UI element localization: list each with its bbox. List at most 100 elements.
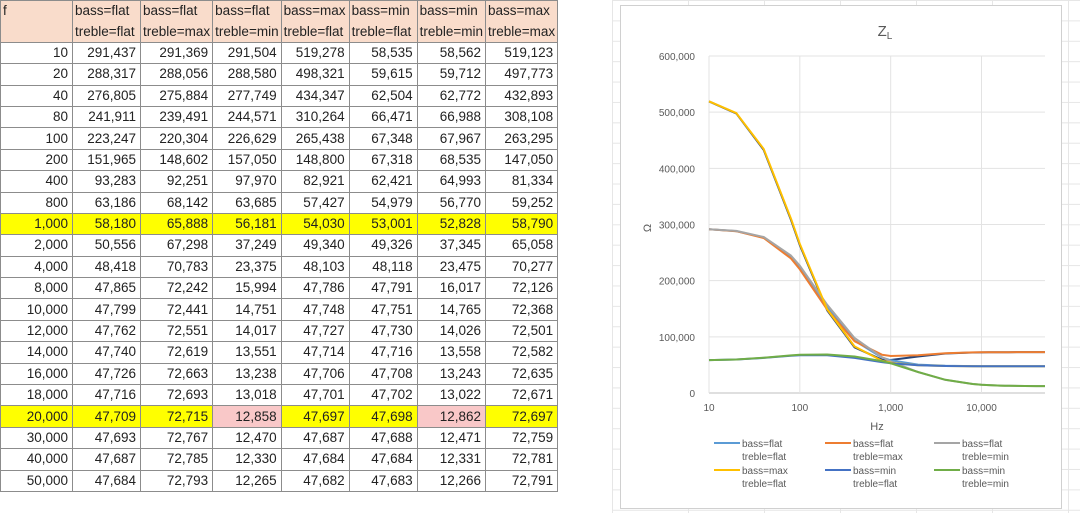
- value-cell[interactable]: 275,884: [139, 84, 214, 107]
- value-cell[interactable]: 47,684: [280, 448, 350, 471]
- frequency-cell[interactable]: 200: [0, 148, 73, 172]
- value-cell[interactable]: 308,108: [485, 105, 559, 129]
- value-cell[interactable]: 13,558: [416, 341, 487, 364]
- value-cell[interactable]: 47,751: [348, 298, 418, 321]
- value-cell[interactable]: 72,767: [139, 426, 214, 450]
- value-cell[interactable]: 157,050: [212, 148, 282, 172]
- value-cell[interactable]: 226,629: [212, 127, 282, 150]
- value-cell[interactable]: 47,693: [72, 426, 141, 450]
- value-cell[interactable]: 239,491: [139, 105, 214, 129]
- value-cell[interactable]: 62,772: [416, 84, 487, 107]
- value-cell[interactable]: 47,682: [280, 469, 350, 492]
- value-cell[interactable]: 58,562: [416, 41, 487, 65]
- value-cell[interactable]: 263,295: [485, 127, 559, 150]
- value-cell[interactable]: 47,727: [280, 319, 350, 343]
- value-cell[interactable]: 23,375: [212, 255, 282, 279]
- value-cell[interactable]: 288,317: [72, 63, 141, 86]
- value-cell[interactable]: 72,582: [485, 341, 559, 364]
- header-treble-cell[interactable]: treble=max: [139, 21, 214, 43]
- value-cell[interactable]: 47,714: [280, 341, 350, 364]
- frequency-cell[interactable]: 14,000: [0, 341, 73, 364]
- value-cell[interactable]: 220,304: [139, 127, 214, 150]
- value-cell[interactable]: 147,050: [485, 148, 559, 172]
- value-cell[interactable]: 72,619: [139, 341, 214, 364]
- value-cell[interactable]: 47,716: [348, 341, 418, 364]
- header-bass-cell[interactable]: bass=min: [348, 0, 418, 22]
- value-cell[interactable]: 12,470: [212, 426, 282, 450]
- value-cell[interactable]: 49,326: [348, 234, 418, 257]
- value-cell[interactable]: 47,688: [348, 426, 418, 450]
- header-bass-cell[interactable]: bass=max: [280, 0, 350, 22]
- frequency-cell[interactable]: 16,000: [0, 362, 73, 386]
- value-cell[interactable]: 67,348: [348, 127, 418, 150]
- value-cell[interactable]: 62,421: [348, 170, 418, 193]
- value-cell[interactable]: 47,799: [72, 298, 141, 321]
- header-bass-cell[interactable]: bass=flat: [72, 0, 141, 22]
- value-cell[interactable]: 13,022: [416, 384, 487, 407]
- frequency-cell[interactable]: 10,000: [0, 298, 73, 321]
- value-cell[interactable]: 72,715: [139, 405, 214, 428]
- value-cell[interactable]: 65,058: [485, 234, 559, 257]
- value-cell[interactable]: 59,252: [485, 191, 559, 214]
- header-bass-cell[interactable]: bass=max: [485, 0, 559, 22]
- header-treble-cell[interactable]: treble=max: [485, 21, 559, 43]
- value-cell[interactable]: 72,793: [139, 469, 214, 492]
- value-cell[interactable]: 47,698: [348, 405, 418, 428]
- value-cell[interactable]: 81,334: [485, 170, 559, 193]
- frequency-cell[interactable]: 20,000: [0, 405, 73, 428]
- frequency-cell[interactable]: 2,000: [0, 234, 73, 257]
- value-cell[interactable]: 65,888: [139, 212, 214, 236]
- value-cell[interactable]: 12,266: [416, 469, 487, 492]
- frequency-cell[interactable]: 80: [0, 105, 73, 129]
- value-cell[interactable]: 72,501: [485, 319, 559, 343]
- value-cell[interactable]: 47,762: [72, 319, 141, 343]
- value-cell[interactable]: 72,785: [139, 448, 214, 471]
- value-cell[interactable]: 72,693: [139, 384, 214, 407]
- frequency-cell[interactable]: 400: [0, 170, 73, 193]
- value-cell[interactable]: 12,858: [212, 405, 282, 428]
- value-cell[interactable]: 72,441: [139, 298, 214, 321]
- frequency-cell[interactable]: 12,000: [0, 319, 73, 343]
- value-cell[interactable]: 67,298: [139, 234, 214, 257]
- value-cell[interactable]: 37,345: [416, 234, 487, 257]
- value-cell[interactable]: 13,243: [416, 362, 487, 386]
- value-cell[interactable]: 66,988: [416, 105, 487, 129]
- chart-card[interactable]: 0 100,000 200,000 300,000 400,000 500,000 600,…: [620, 5, 1062, 509]
- value-cell[interactable]: 93,283: [72, 170, 141, 193]
- value-cell[interactable]: 47,748: [280, 298, 350, 321]
- value-cell[interactable]: 288,056: [139, 63, 214, 86]
- value-cell[interactable]: 58,535: [348, 41, 418, 65]
- header-treble-cell[interactable]: treble=min: [212, 21, 282, 43]
- value-cell[interactable]: 62,504: [348, 84, 418, 107]
- value-cell[interactable]: 12,331: [416, 448, 487, 471]
- value-cell[interactable]: 276,805: [72, 84, 141, 107]
- value-cell[interactable]: 63,685: [212, 191, 282, 214]
- value-cell[interactable]: 291,369: [139, 41, 214, 65]
- value-cell[interactable]: 23,475: [416, 255, 487, 279]
- value-cell[interactable]: 68,535: [416, 148, 487, 172]
- value-cell[interactable]: 67,318: [348, 148, 418, 172]
- value-cell[interactable]: 56,770: [416, 191, 487, 214]
- value-cell[interactable]: 12,330: [212, 448, 282, 471]
- value-cell[interactable]: 66,471: [348, 105, 418, 129]
- value-cell[interactable]: 13,018: [212, 384, 282, 407]
- value-cell[interactable]: 288,580: [212, 63, 282, 86]
- value-cell[interactable]: 47,687: [72, 448, 141, 471]
- value-cell[interactable]: 14,026: [416, 319, 487, 343]
- value-cell[interactable]: 53,001: [348, 212, 418, 236]
- value-cell[interactable]: 14,765: [416, 298, 487, 321]
- header-bass-cell[interactable]: bass=flat: [212, 0, 282, 22]
- value-cell[interactable]: 47,687: [280, 426, 350, 450]
- frequency-cell[interactable]: 100: [0, 127, 73, 150]
- header-treble-cell[interactable]: treble=flat: [280, 21, 350, 43]
- value-cell[interactable]: 72,781: [485, 448, 559, 471]
- value-cell[interactable]: 72,126: [485, 277, 559, 300]
- value-cell[interactable]: 72,671: [485, 384, 559, 407]
- value-cell[interactable]: 12,862: [416, 405, 487, 428]
- value-cell[interactable]: 47,701: [280, 384, 350, 407]
- value-cell[interactable]: 64,993: [416, 170, 487, 193]
- value-cell[interactable]: 148,602: [139, 148, 214, 172]
- value-cell[interactable]: 68,142: [139, 191, 214, 214]
- value-cell[interactable]: 434,347: [280, 84, 350, 107]
- value-cell[interactable]: 52,828: [416, 212, 487, 236]
